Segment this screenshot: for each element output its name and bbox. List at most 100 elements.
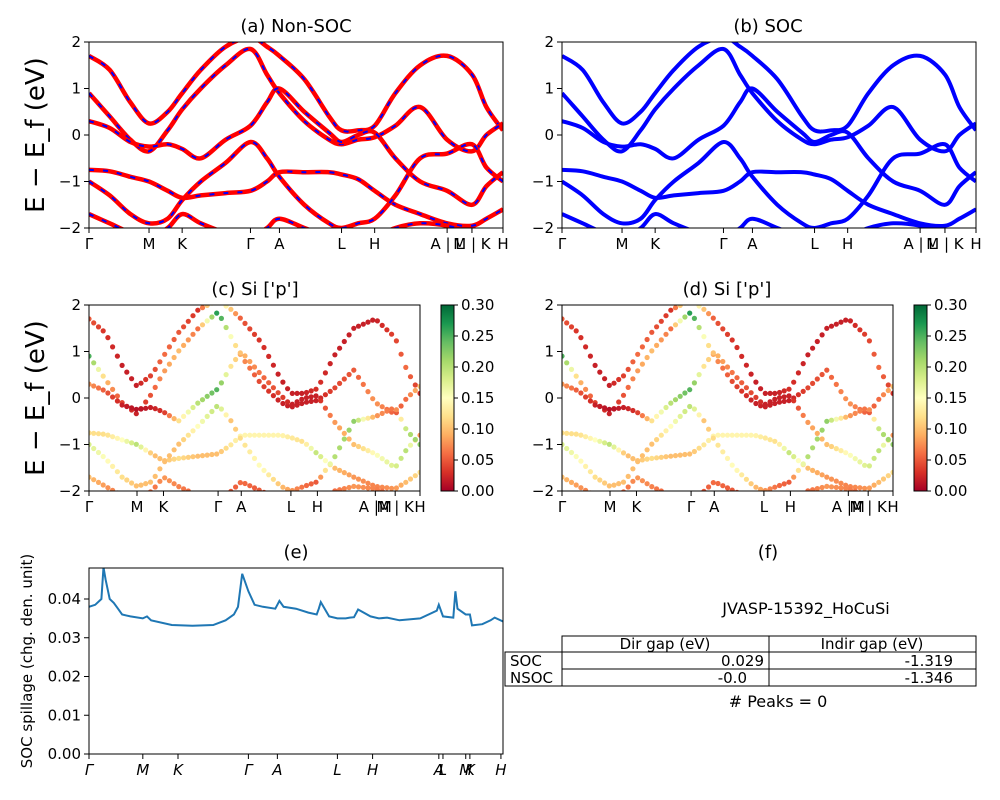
- band-point: [701, 442, 707, 448]
- band-line-1: [89, 42, 503, 134]
- band-point: [857, 408, 863, 414]
- band-point: [573, 453, 579, 460]
- band-line-1: [562, 42, 976, 134]
- x-tick-label: Γ: [85, 235, 94, 253]
- band-point: [696, 445, 702, 451]
- band-point: [791, 454, 797, 460]
- band-point: [360, 381, 366, 387]
- band-point: [237, 435, 243, 441]
- band-lines: [89, 42, 503, 228]
- band-point: [658, 318, 664, 324]
- band-point: [89, 381, 92, 387]
- band-point: [673, 494, 678, 499]
- panel-e: (e) SOC spillage (chg. den. unit) 0.00 0.…: [18, 542, 507, 779]
- band-point: [587, 469, 594, 475]
- band-point: [190, 313, 196, 319]
- colorbar-tick-label: 0.30: [461, 296, 494, 314]
- band-point: [562, 381, 565, 387]
- band-point: [181, 342, 187, 348]
- band-point: [824, 418, 830, 424]
- band-point: [753, 499, 758, 504]
- band-point: [209, 390, 215, 396]
- panel-f-title: (f): [758, 542, 778, 563]
- band-point: [351, 367, 357, 373]
- band-point: [583, 344, 589, 350]
- band-point: [663, 404, 669, 411]
- band-point: [847, 486, 853, 491]
- band-point: [611, 444, 617, 450]
- band-point: [275, 371, 281, 377]
- band-point: [195, 400, 201, 406]
- x-tick-label: M: [143, 235, 156, 253]
- band-point: [384, 485, 390, 491]
- band-point: [379, 410, 385, 416]
- band-point: [668, 453, 674, 459]
- band-point: [233, 356, 239, 363]
- band-point: [346, 332, 352, 338]
- band-point: [171, 416, 177, 422]
- band-point: [654, 342, 660, 348]
- x-tick-label: H: [785, 498, 796, 516]
- band-point: [119, 362, 125, 368]
- band-point: [573, 482, 579, 488]
- band-point: [299, 438, 305, 444]
- band-point: [791, 398, 797, 404]
- band-point: [417, 383, 420, 389]
- band-point: [124, 438, 130, 444]
- band-point: [715, 442, 721, 448]
- band-point: [355, 323, 362, 329]
- panel-d-title: (d) Si ['p']: [683, 279, 772, 300]
- band-point: [147, 392, 154, 398]
- band-point: [133, 411, 139, 417]
- band-point: [185, 318, 191, 324]
- gap-table-row-soc-dir: 0.029: [721, 652, 764, 670]
- band-line-3: [562, 86, 976, 207]
- band-point: [635, 459, 641, 465]
- band-point: [819, 472, 825, 478]
- band-point: [389, 331, 395, 337]
- band-point: [289, 435, 295, 441]
- band-point: [223, 372, 229, 378]
- band-point: [753, 394, 759, 400]
- band-point: [597, 495, 602, 500]
- band-point: [412, 436, 418, 443]
- band-point: [743, 362, 750, 368]
- band-line-2-dash: [89, 47, 503, 153]
- y-tick-label: 0.03: [48, 629, 81, 647]
- band-point: [668, 326, 674, 332]
- band-line-2: [562, 46, 976, 154]
- band-point: [152, 406, 158, 412]
- band-point: [847, 452, 854, 458]
- band-point: [143, 481, 149, 487]
- band-point: [119, 437, 125, 443]
- band-point: [866, 463, 873, 469]
- band-point: [828, 417, 835, 423]
- band-point: [814, 430, 820, 436]
- band-point: [285, 403, 291, 409]
- band-point: [819, 371, 825, 378]
- band-point: [644, 456, 650, 462]
- band-point: [289, 401, 295, 407]
- band-point: [313, 398, 319, 404]
- band-point: [833, 381, 839, 387]
- band-point: [185, 432, 191, 438]
- x-tick-label: L: [287, 498, 296, 516]
- band-point: [89, 441, 92, 448]
- band-point: [838, 415, 844, 421]
- band-point: [285, 386, 291, 392]
- band-point: [743, 385, 750, 391]
- band-point: [724, 364, 731, 370]
- band-point: [672, 418, 679, 424]
- band-point: [649, 329, 655, 335]
- band-point: [322, 405, 328, 411]
- band-point: [355, 443, 362, 450]
- band-point: [280, 379, 286, 385]
- band-point: [199, 305, 206, 311]
- band-point: [374, 401, 380, 407]
- band-point: [739, 472, 745, 478]
- band-point: [772, 438, 778, 444]
- x-tick-label: K: [650, 235, 661, 253]
- band-point: [583, 434, 589, 440]
- band-point: [762, 390, 768, 396]
- band-point: [407, 392, 414, 398]
